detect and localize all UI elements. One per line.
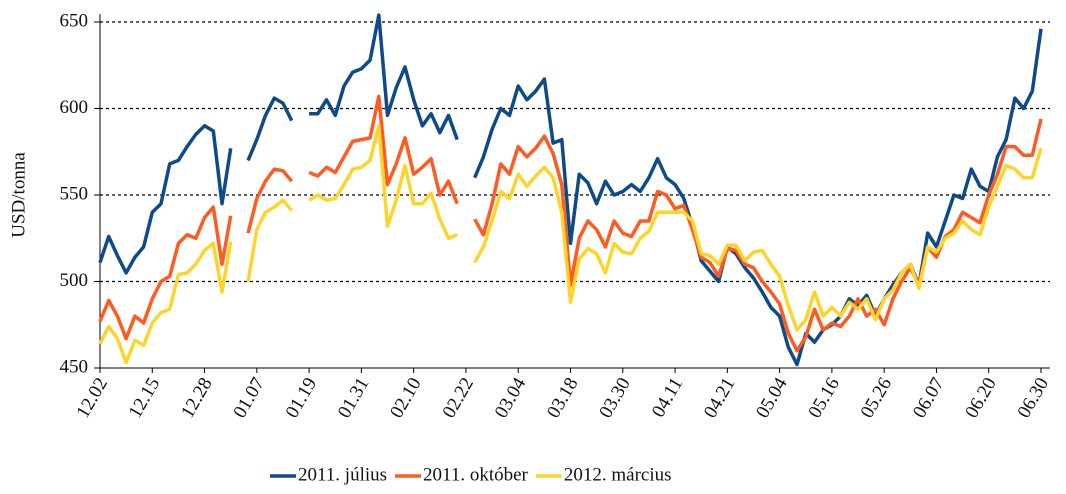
series-line: [98, 124, 1043, 365]
x-tick-label: 12.15: [125, 374, 165, 422]
x-tick-label: 05.26: [857, 374, 897, 422]
series-line: [98, 94, 1043, 353]
x-tick-label: 03.30: [595, 374, 635, 422]
y-tick-label: 550: [60, 183, 89, 204]
x-tick-label: 05.16: [804, 374, 844, 422]
x-tick-label: 06.20: [961, 374, 1001, 422]
x-tick-label: 03.18: [543, 374, 583, 422]
x-tick-label: 06.07: [909, 374, 949, 422]
x-tick-label: 02.10: [386, 374, 426, 422]
x-tick-label: 01.07: [229, 374, 269, 422]
y-tick-label: 500: [60, 270, 89, 291]
x-tick-label: 05.04: [752, 374, 792, 422]
legend: 2011. július 2011. október 2012. március: [270, 464, 672, 485]
x-tick-label: 12.02: [73, 374, 113, 422]
legend-label: 2012. március: [564, 464, 672, 485]
y-tick-label: 450: [60, 356, 89, 377]
x-tick-label: 04.11: [648, 374, 687, 421]
series-line: [98, 13, 1043, 367]
y-axis-label: USD/tonna: [8, 152, 29, 238]
x-tick-label: 04.21: [700, 374, 740, 422]
legend-label: 2011. október: [423, 464, 529, 485]
legend-label: 2011. július: [298, 464, 387, 485]
x-tick-label: 12.28: [177, 374, 217, 422]
y-tick-label: 600: [60, 97, 89, 118]
x-tick-label: 02.22: [438, 374, 478, 422]
x-tick-label: 01.31: [334, 374, 374, 422]
x-tick-label: 03.04: [491, 374, 531, 422]
y-tick-label: 650: [60, 10, 89, 31]
x-tick-label: 01.19: [282, 374, 322, 422]
x-tick-label: 06.30: [1014, 374, 1054, 422]
